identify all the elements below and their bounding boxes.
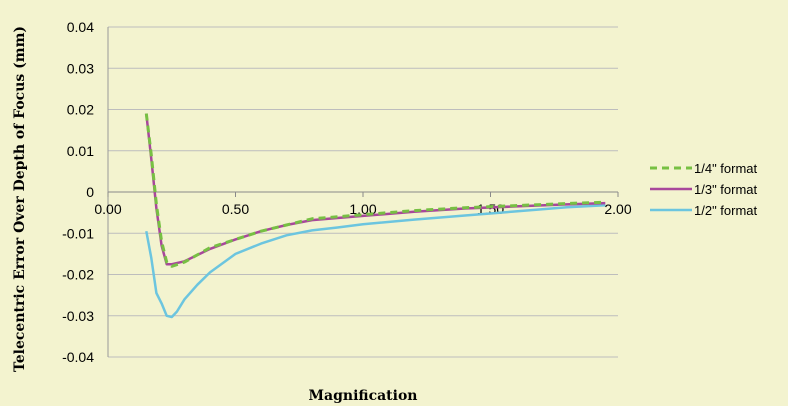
x-axis-title: Magnification <box>309 388 418 404</box>
y-tick-labels: 0.04 0.03 0.02 0.01 0 -0.01 -0.02 -0.03 -0.04 <box>62 19 94 365</box>
series-line-0 <box>144 113 606 268</box>
legend: 1/4" format 1/3" format 1/2" format <box>650 161 758 218</box>
y-tick-label: 0.03 <box>67 60 94 76</box>
y-tick-label: -0.01 <box>62 225 94 241</box>
gridlines <box>108 26 618 358</box>
series-lines <box>144 113 606 319</box>
y-tick-label: -0.04 <box>62 349 94 365</box>
y-tick-label: 0.04 <box>67 19 94 35</box>
x-tick-label: 0.00 <box>94 201 121 217</box>
axes <box>107 27 619 357</box>
y-tick-label: 0 <box>86 184 94 200</box>
x-tick-label: 0.50 <box>222 201 249 217</box>
y-axis-title: Telecentric Error Over Depth of Focus (m… <box>12 26 28 372</box>
y-tick-label: 0.01 <box>67 143 94 159</box>
y-tick-label: 0.02 <box>67 102 94 118</box>
legend-label-2: 1/2" format <box>694 203 758 218</box>
y-tick-label: -0.02 <box>62 267 94 283</box>
legend-label-1: 1/3" format <box>694 182 758 197</box>
x-tick-label: 2.00 <box>604 201 631 217</box>
y-tick-label: -0.03 <box>62 308 94 324</box>
legend-label-0: 1/4" format <box>694 161 758 176</box>
series-line-2 <box>145 203 606 319</box>
